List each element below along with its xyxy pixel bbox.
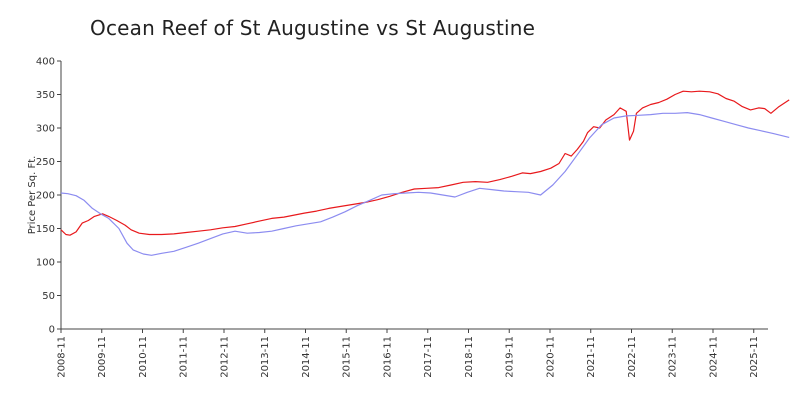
- x-tick-label: 2017-11: [423, 336, 434, 378]
- x-tick-label: 2016-11: [382, 336, 393, 378]
- x-tick-label: 2025-11: [749, 336, 760, 378]
- x-tick-label: 2015-11: [342, 336, 353, 378]
- x-tick-label: 2009-11: [97, 336, 108, 378]
- y-tick-label: 250: [36, 157, 55, 168]
- x-tick-label: 2019-11: [505, 336, 516, 378]
- x-tick-label: 2013-11: [260, 336, 271, 378]
- x-tick-label: 2024-11: [708, 336, 719, 378]
- y-tick-label: 50: [42, 291, 55, 302]
- y-tick-label: 150: [36, 224, 55, 235]
- x-tick-label: 2018-11: [464, 336, 475, 378]
- x-tick-label: 2023-11: [668, 336, 679, 378]
- series-line-st-augustine: [60, 112, 790, 256]
- y-tick-label: 0: [49, 325, 55, 336]
- y-tick-label: 350: [36, 90, 55, 101]
- x-tick-label: 2014-11: [301, 336, 312, 378]
- x-tick-label: 2021-11: [586, 336, 597, 378]
- y-tick-label: 200: [36, 191, 55, 202]
- y-axis-label: Price Per Sq. Ft.: [27, 156, 38, 235]
- y-tick-label: 400: [36, 57, 55, 68]
- y-tick-label: 300: [36, 124, 55, 135]
- x-tick-label: 2012-11: [219, 336, 230, 378]
- x-tick-label: 2011-11: [179, 336, 190, 378]
- chart-title: Ocean Reef of St Augustine vs St Augusti…: [90, 16, 536, 40]
- x-tick-label: 2022-11: [627, 336, 638, 378]
- y-tick-label: 100: [36, 258, 55, 269]
- x-tick-label: 2008-11: [57, 336, 68, 378]
- x-tick-label: 2010-11: [138, 336, 149, 378]
- x-tick-label: 2020-11: [545, 336, 556, 378]
- series-line-ocean-reef: [60, 90, 790, 236]
